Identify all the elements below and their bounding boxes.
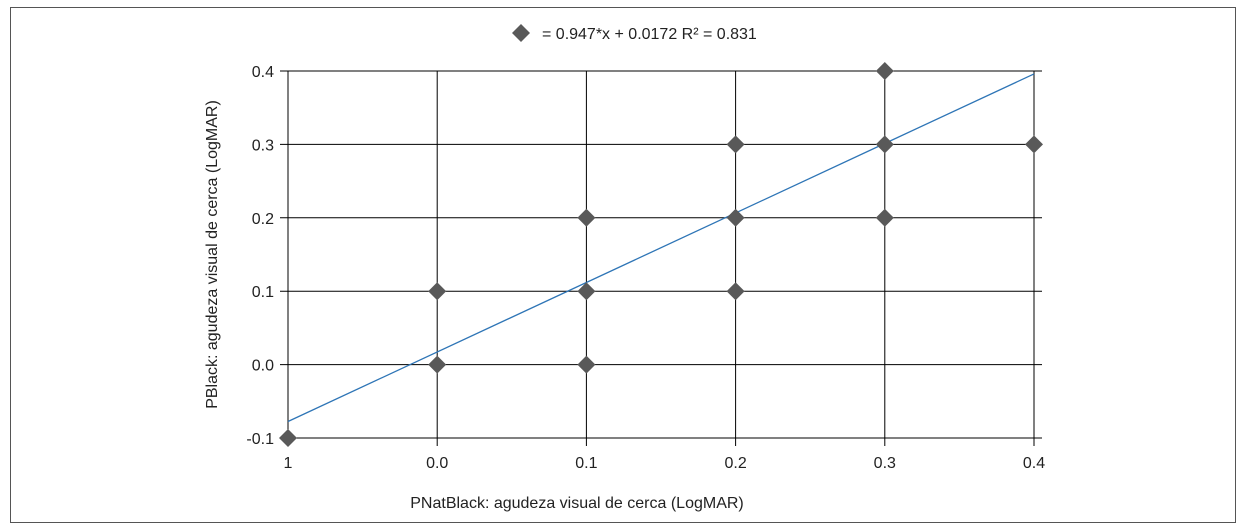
y-tick-label: 0.0 [252, 358, 274, 375]
x-tick-label: 0.3 [874, 455, 896, 472]
y-axis-title: PBlack: agudeza visual de cerca (LogMAR) [204, 100, 221, 409]
trendline [287, 73, 1035, 423]
data-point [726, 282, 745, 301]
data-point [279, 429, 297, 447]
data-point [726, 208, 745, 227]
x-tick-label: 0.4 [1023, 455, 1045, 472]
data-point [1025, 135, 1043, 154]
chart-frame: -0.1 0.0 0.1 0.2 0.3 0.4 1 0.0 0.1 0.2 0.3 0.4 = 0.… [10, 7, 1236, 523]
data-point [577, 282, 596, 301]
axes: -0.1 0.0 0.1 0.2 0.3 0.4 1 0.0 0.1 0.2 0.3 0.4 [246, 64, 1045, 472]
x-tick-label: 0.0 [426, 455, 448, 472]
grid-lines [280, 70, 1042, 446]
y-tick-label: 0.4 [252, 64, 274, 81]
legend: = 0.947*x + 0.0172 R² = 0.831 [512, 24, 757, 43]
x-tick-label: 1 [284, 455, 293, 472]
x-tick-label: 0.1 [575, 455, 597, 472]
data-point [726, 135, 745, 154]
data-point [428, 355, 447, 374]
data-point [875, 208, 894, 227]
legend-text: = 0.947*x + 0.0172 R² = 0.831 [542, 26, 757, 43]
data-point [875, 135, 894, 154]
data-points [279, 62, 1043, 447]
trendline-layer [287, 73, 1035, 423]
y-tick-label: 0.2 [252, 211, 274, 228]
y-tick-label: 0.3 [252, 137, 274, 154]
x-axis-title: PNatBlack: agudeza visual de cerca (LogM… [410, 495, 744, 512]
y-tick-label: 0.1 [252, 284, 274, 301]
data-point [428, 282, 447, 301]
scatter-chart: -0.1 0.0 0.1 0.2 0.3 0.4 1 0.0 0.1 0.2 0.3 0.4 = 0.… [204, 24, 1045, 512]
data-point [577, 355, 596, 374]
data-point [577, 208, 596, 227]
x-tick-label: 0.2 [724, 455, 746, 472]
y-tick-label: -0.1 [246, 431, 274, 448]
legend-marker-icon [512, 24, 530, 42]
data-point [875, 62, 894, 80]
